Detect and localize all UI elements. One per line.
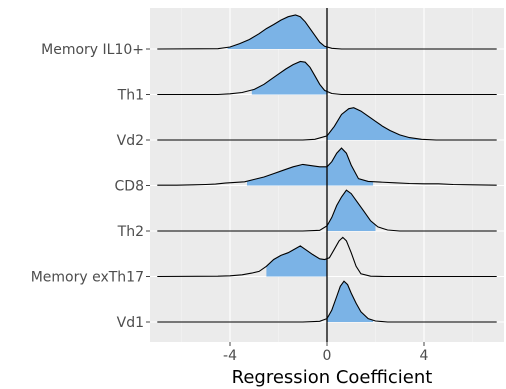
ridge-outline [157, 236, 497, 278]
category-label: Th1 [117, 88, 144, 104]
ridge-fill [327, 190, 376, 231]
x-axis-title: Regression Coefficient [232, 367, 433, 388]
ridge-cd8 [157, 147, 497, 186]
category-label: CD8 [115, 179, 144, 195]
ridges [157, 14, 497, 323]
category-label: Memory IL10+ [41, 42, 144, 58]
ridge-th1 [157, 60, 497, 96]
ridge-memory-il10- [157, 14, 497, 50]
category-axis: Memory IL10+ Th1 Vd2 CD8 Th2 Memory exTh17 Vd1 [31, 42, 150, 331]
ridge-outline [157, 60, 497, 96]
ridge-vd1 [157, 280, 497, 323]
category-label: Memory exTh17 [31, 270, 144, 286]
ridge-fill [251, 61, 327, 95]
ridge-fill [266, 245, 327, 277]
ridge-outline [157, 14, 497, 50]
x-tick-label: 4 [420, 348, 429, 364]
ridge-fill [227, 15, 327, 49]
x-tick-label: -4 [223, 348, 237, 364]
category-label: Th2 [117, 224, 144, 240]
ridge-outline [157, 280, 497, 323]
ridge-outline [157, 189, 497, 232]
category-label: Vd1 [117, 315, 144, 331]
ridge-outline [157, 107, 497, 141]
x-axis: -4 0 4 [223, 342, 429, 364]
ridge-th2 [157, 189, 497, 232]
ridge-memory-exth17 [157, 236, 497, 278]
ridge-outline [157, 147, 497, 186]
x-tick-label: 0 [323, 348, 332, 364]
ridge-vd2 [157, 107, 497, 141]
ridge-fill [327, 107, 422, 140]
ridge-fill [246, 148, 374, 186]
category-label: Vd2 [117, 133, 144, 149]
